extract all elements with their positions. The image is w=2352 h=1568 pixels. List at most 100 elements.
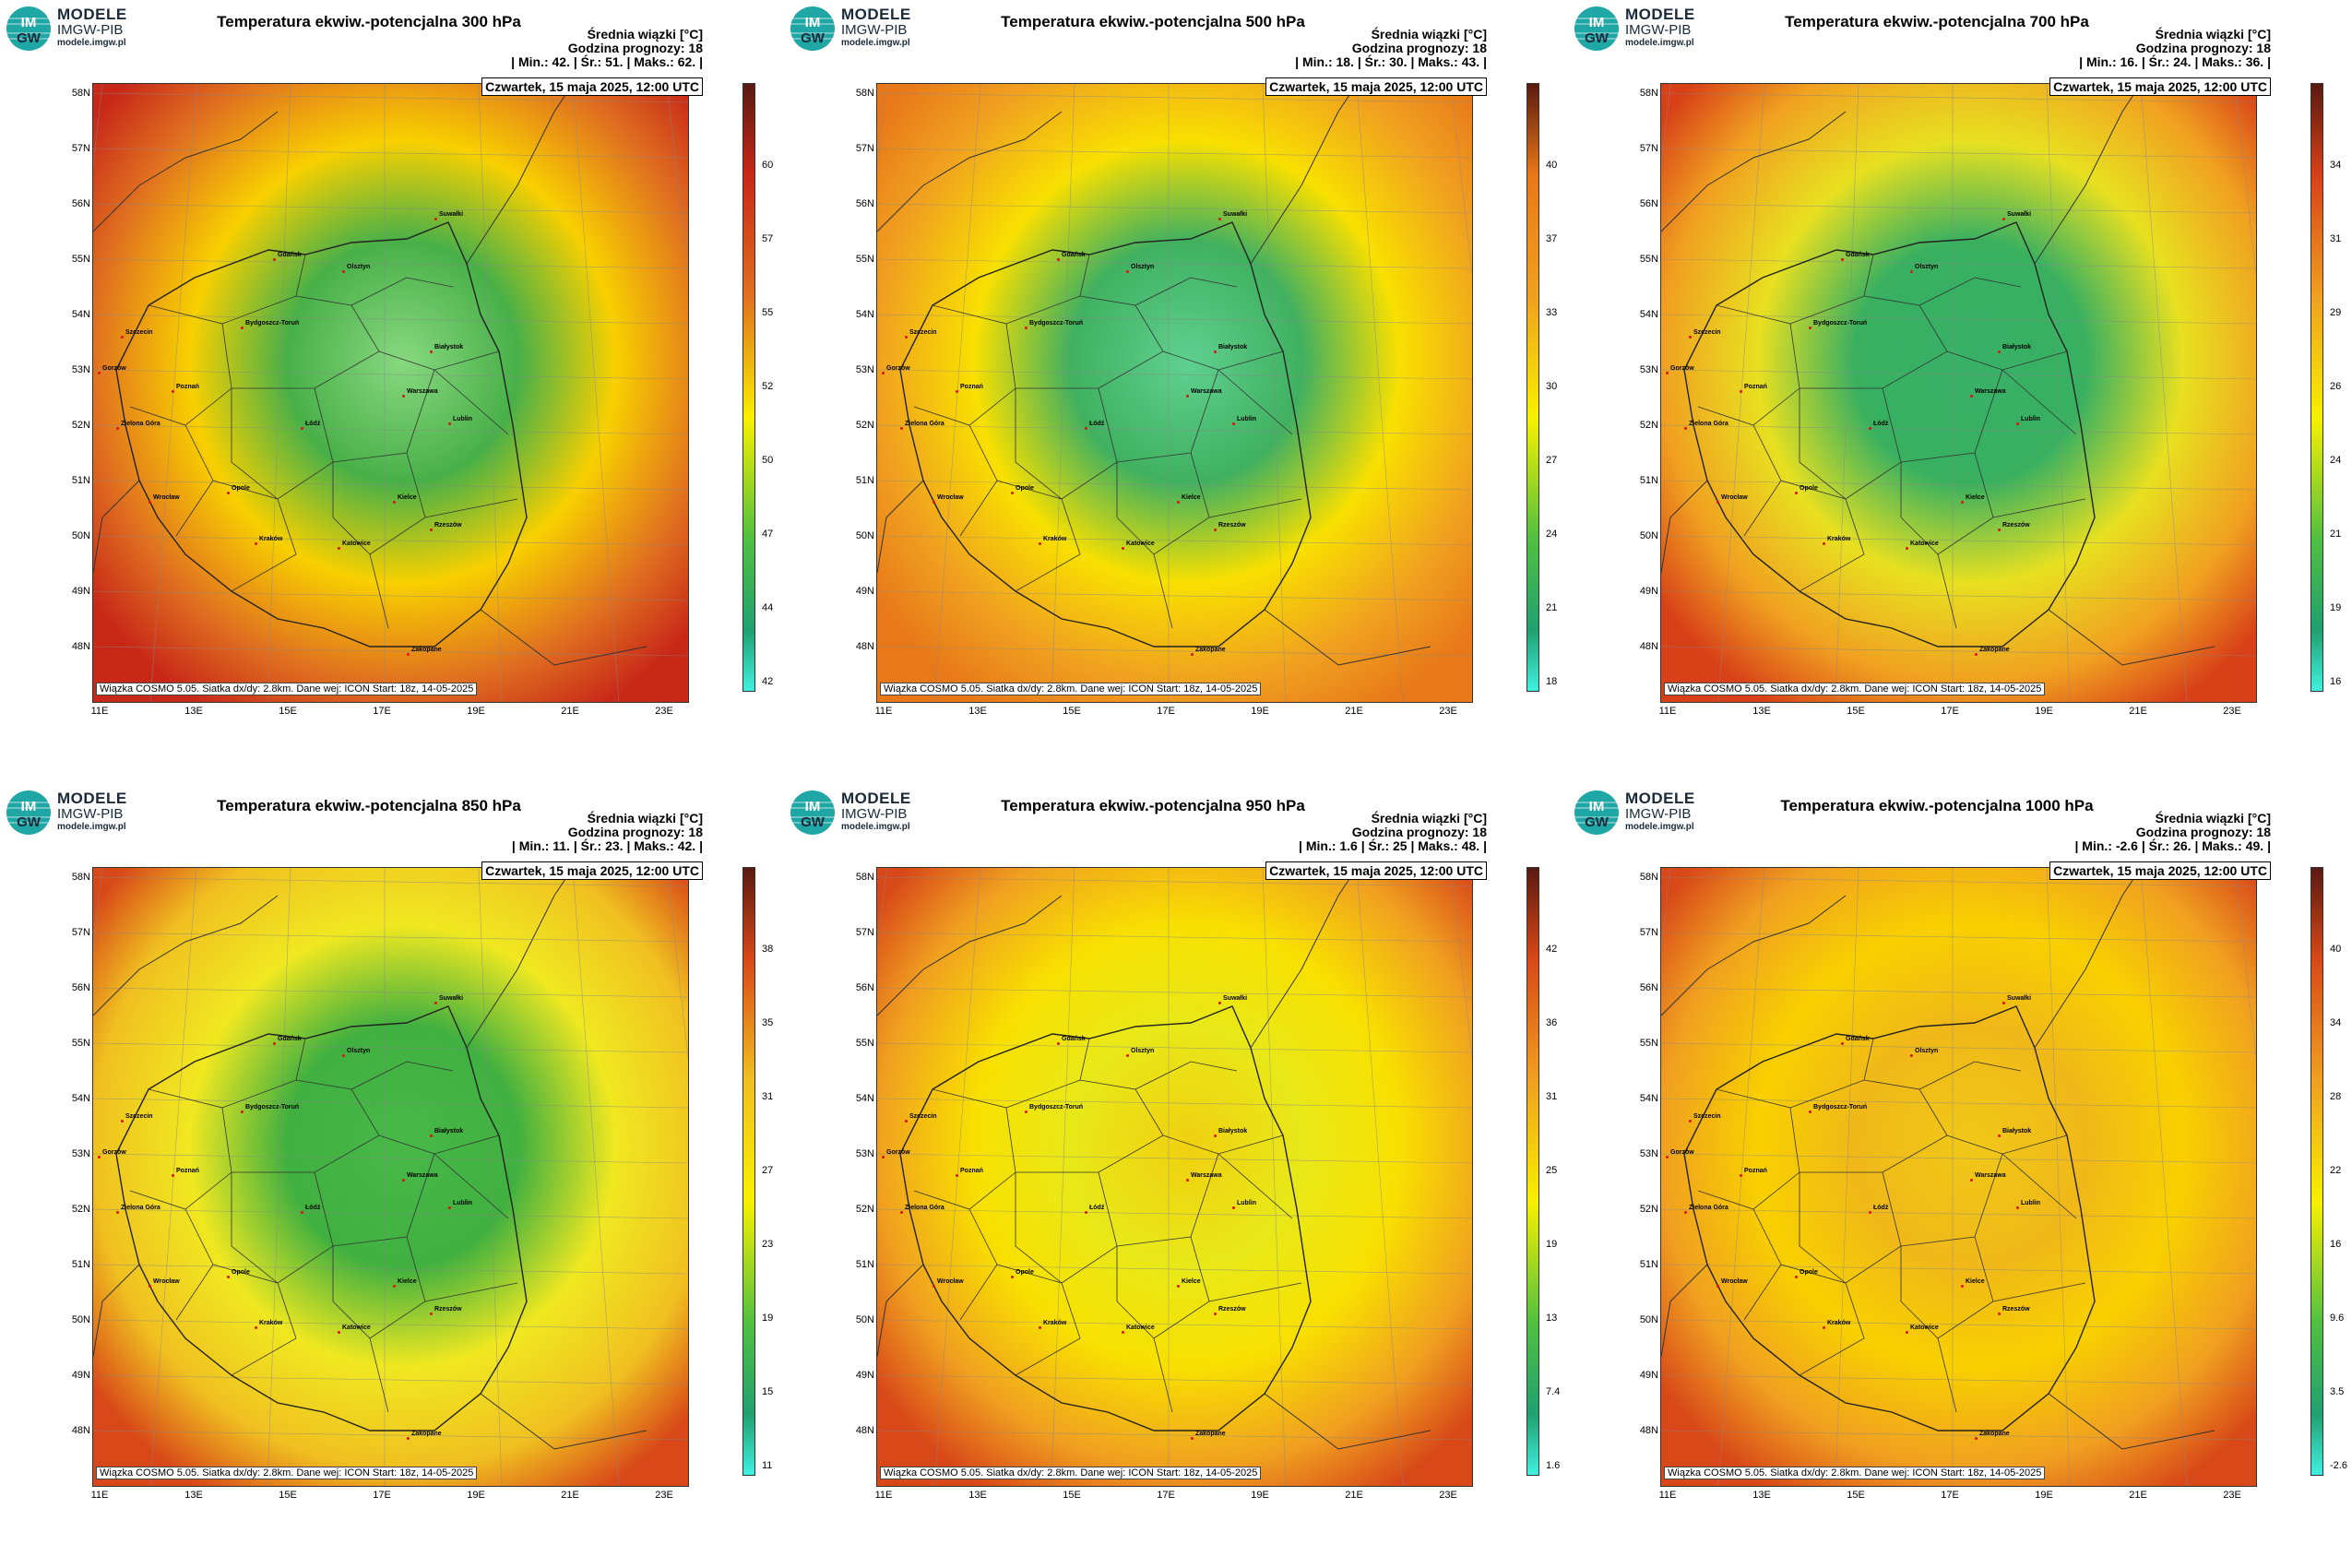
city-label: Białystok xyxy=(429,1128,464,1137)
lon-tick-label: 15E xyxy=(1063,1490,1081,1501)
lon-tick-label: 11E xyxy=(874,706,893,717)
lon-tick-label: 13E xyxy=(184,1490,203,1501)
forecast-date: Czwartek, 15 maja 2025, 12:00 UTC xyxy=(2049,861,2271,880)
logo-subtitle: IMGW-PIB xyxy=(57,22,124,38)
lat-tick-label: 52N xyxy=(855,1204,874,1215)
imgw-logo: IM GW MODELE IMGW-PIB modele.imgw.pl xyxy=(1574,790,1721,836)
lat-tick-label: 51N xyxy=(71,1259,90,1270)
city-label: Szczecin xyxy=(905,329,937,339)
lon-tick-label: 13E xyxy=(968,706,987,717)
city-label: Zakopane xyxy=(407,1431,442,1440)
city-label: Wrocław xyxy=(932,1278,964,1288)
lon-tick-label: 21E xyxy=(561,1490,579,1501)
colorbar-tick-label: 23 xyxy=(762,1239,774,1250)
lat-tick-label: 58N xyxy=(1639,872,1658,883)
city-label: Gdańsk xyxy=(1057,1036,1086,1045)
forecast-date: Czwartek, 15 maja 2025, 12:00 UTC xyxy=(1265,77,1487,96)
logo-title: MODELE xyxy=(1625,790,1695,807)
lon-tick-label: 17E xyxy=(1941,706,1959,717)
city-label: Poznań xyxy=(956,384,983,393)
average-label: Średnia wiązki [°C] xyxy=(2155,27,2271,42)
city-label: Lublin xyxy=(448,416,472,425)
city-label: Zielona Góra xyxy=(900,421,944,430)
imgw-logo-icon: IM GW xyxy=(6,790,51,835)
imgw-logo-icon: IM GW xyxy=(1574,790,1619,835)
lat-tick-label: 51N xyxy=(855,475,874,486)
colorbar-tick-label: 18 xyxy=(1546,676,1558,687)
city-label: Gdańsk xyxy=(273,252,302,261)
lon-tick-label: 13E xyxy=(1752,1490,1771,1501)
colorbar-tick-label: 16 xyxy=(2330,1239,2342,1250)
forecast-date: Czwartek, 15 maja 2025, 12:00 UTC xyxy=(481,77,703,96)
lon-tick-label: 17E xyxy=(1941,1490,1959,1501)
city-label: Warszawa xyxy=(402,388,438,398)
city-label: Gorzów xyxy=(98,1149,126,1158)
stats-block: Średnia wiązki [°C] Godzina prognozy: 18… xyxy=(512,812,703,853)
city-label: Gorzów xyxy=(882,365,910,374)
average-label: Średnia wiązki [°C] xyxy=(587,27,703,42)
forecast-panel-2: IM GW MODELE IMGW-PIB modele.imgw.pl Tem… xyxy=(1568,0,2352,784)
lat-tick-label: 48N xyxy=(71,1425,90,1436)
lon-tick-label: 21E xyxy=(2129,1490,2147,1501)
lon-tick-label: 23E xyxy=(1439,706,1457,717)
lat-tick-label: 56N xyxy=(71,198,90,209)
map-area: Gdańsk Olsztyn Suwałki Szczecin Bydgoszcz-To… xyxy=(876,83,1473,703)
city-label: Rzeszów xyxy=(1998,1306,2030,1315)
logo-url: modele.imgw.pl xyxy=(1625,822,1694,832)
lat-tick-label: 50N xyxy=(1639,530,1658,541)
lon-tick-label: 15E xyxy=(1063,706,1081,717)
city-label: Białystok xyxy=(1997,344,2032,353)
logo-subtitle: IMGW-PIB xyxy=(841,22,908,38)
logo-title: MODELE xyxy=(841,790,911,807)
city-label: Kraków xyxy=(1822,1320,1851,1329)
lat-tick-label: 52N xyxy=(1639,1204,1658,1215)
colorbar-tick-label: 57 xyxy=(762,233,774,244)
svg-text:GW: GW xyxy=(17,814,42,830)
colorbar-tick-label: 34 xyxy=(2330,160,2342,171)
lon-tick-label: 11E xyxy=(90,706,109,717)
lat-tick-label: 57N xyxy=(855,927,874,938)
city-label: Zakopane xyxy=(1191,647,1226,656)
colorbar-tick-label: 40 xyxy=(2330,944,2342,955)
panel-title: Temperatura ekwiw.-potencjalna 300 hPa xyxy=(217,13,521,30)
panel-title: Temperatura ekwiw.-potencjalna 850 hPa xyxy=(217,797,521,814)
lat-tick-label: 51N xyxy=(71,475,90,486)
city-label: Poznań xyxy=(1740,1168,1767,1177)
city-label: Zielona Góra xyxy=(116,421,160,430)
panel-title: Temperatura ekwiw.-potencjalna 950 hPa xyxy=(1001,797,1305,814)
city-label: Opole xyxy=(227,1269,250,1278)
lon-tick-label: 21E xyxy=(2129,706,2147,717)
city-label: Gorzów xyxy=(882,1149,910,1158)
city-label: Rzeszów xyxy=(1214,1306,1246,1315)
city-label: Białystok xyxy=(429,344,464,353)
lat-tick-label: 54N xyxy=(855,309,874,320)
city-label: Lublin xyxy=(448,1200,472,1209)
lat-tick-label: 55N xyxy=(71,1038,90,1049)
lat-tick-label: 52N xyxy=(71,1204,90,1215)
city-label: Zakopane xyxy=(1191,1431,1226,1440)
colorbar-tick-label: 52 xyxy=(762,381,774,392)
lat-tick-label: 50N xyxy=(1639,1314,1658,1325)
forecast-panel-1: IM GW MODELE IMGW-PIB modele.imgw.pl Tem… xyxy=(784,0,1568,784)
lat-tick-label: 52N xyxy=(1639,420,1658,431)
city-label: Suwałki xyxy=(2002,995,2032,1004)
city-label: Łódź xyxy=(1084,1205,1105,1214)
lat-tick-label: 58N xyxy=(1639,88,1658,99)
forecast-hour: Godzina prognozy: 18 xyxy=(567,825,703,839)
lat-tick-label: 53N xyxy=(855,1148,874,1159)
logo-title: MODELE xyxy=(841,6,911,23)
colorbar xyxy=(742,83,755,692)
map-area: Gdańsk Olsztyn Suwałki Szczecin Bydgoszcz-To… xyxy=(876,867,1473,1487)
city-label: Suwałki xyxy=(1218,995,1248,1004)
colorbar-tick-label: 19 xyxy=(762,1313,774,1324)
colorbar-tick-label: 31 xyxy=(2330,233,2342,244)
lat-tick-label: 49N xyxy=(855,1370,874,1381)
panel-title: Temperatura ekwiw.-potencjalna 700 hPa xyxy=(1785,13,2089,30)
imgw-logo-icon: IM GW xyxy=(790,6,835,51)
colorbar xyxy=(2310,867,2323,1476)
lat-tick-label: 49N xyxy=(71,1370,90,1381)
colorbar-tick-label: 29 xyxy=(2330,307,2342,318)
city-label: Katowice xyxy=(338,540,371,550)
svg-text:IM: IM xyxy=(805,15,821,30)
lon-tick-label: 15E xyxy=(1847,706,1865,717)
